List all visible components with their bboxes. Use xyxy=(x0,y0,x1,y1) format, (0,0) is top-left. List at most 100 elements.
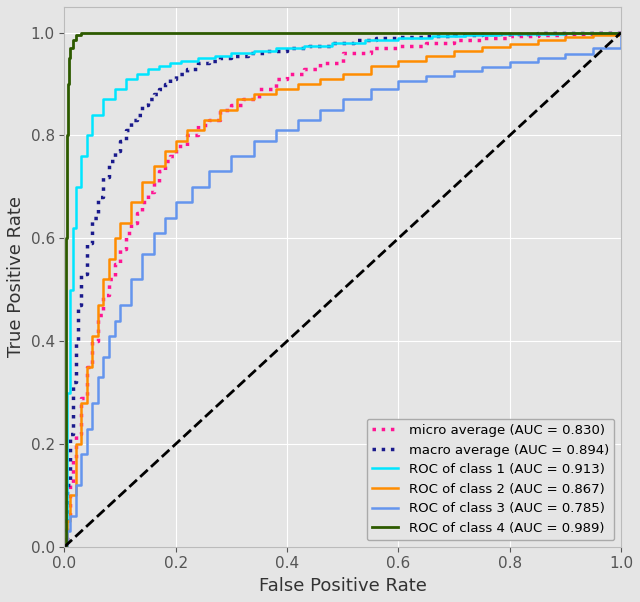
ROC of class 1 (AUC = 0.913) xyxy=(561,29,569,37)
ROC of class 3 (AUC = 0.785) xyxy=(88,399,96,406)
ROC of class 1 (AUC = 0.913) xyxy=(61,543,68,550)
ROC of class 2 (AUC = 0.867) xyxy=(161,147,168,155)
micro average (AUC = 0.830) xyxy=(284,70,291,78)
micro average (AUC = 0.830) xyxy=(478,34,486,42)
macro average (AUC = 0.894) xyxy=(422,32,430,39)
ROC of class 1 (AUC = 0.913) xyxy=(122,75,129,82)
ROC of class 2 (AUC = 0.867) xyxy=(83,363,91,370)
ROC of class 2 (AUC = 0.867) xyxy=(317,75,324,82)
macro average (AUC = 0.894) xyxy=(144,96,152,103)
ROC of class 4 (AUC = 0.989) xyxy=(63,132,70,139)
ROC of class 3 (AUC = 0.785) xyxy=(138,250,146,257)
ROC of class 1 (AUC = 0.913) xyxy=(617,29,625,36)
micro average (AUC = 0.830) xyxy=(561,30,569,37)
ROC of class 3 (AUC = 0.785) xyxy=(272,127,280,134)
ROC of class 4 (AUC = 0.989) xyxy=(228,29,236,36)
Line: ROC of class 3 (AUC = 0.785): ROC of class 3 (AUC = 0.785) xyxy=(65,33,621,547)
macro average (AUC = 0.894) xyxy=(284,45,291,52)
ROC of class 1 (AUC = 0.913) xyxy=(63,389,71,396)
ROC of class 2 (AUC = 0.867) xyxy=(422,52,430,60)
ROC of class 4 (AUC = 0.989) xyxy=(339,29,347,36)
micro average (AUC = 0.830) xyxy=(156,168,163,175)
ROC of class 3 (AUC = 0.785) xyxy=(172,199,180,206)
ROC of class 1 (AUC = 0.913) xyxy=(83,132,91,139)
ROC of class 2 (AUC = 0.867) xyxy=(100,276,108,283)
ROC of class 2 (AUC = 0.867) xyxy=(294,81,302,88)
ROC of class 4 (AUC = 0.989) xyxy=(172,29,180,36)
Line: macro average (AUC = 0.894): macro average (AUC = 0.894) xyxy=(65,33,621,547)
micro average (AUC = 0.830) xyxy=(194,122,202,129)
micro average (AUC = 0.830) xyxy=(166,152,174,160)
ROC of class 1 (AUC = 0.913) xyxy=(461,32,469,39)
micro average (AUC = 0.830) xyxy=(317,60,324,67)
ROC of class 2 (AUC = 0.867) xyxy=(450,47,458,54)
micro average (AUC = 0.830) xyxy=(61,543,68,550)
macro average (AUC = 0.894) xyxy=(133,111,141,119)
micro average (AUC = 0.830) xyxy=(450,37,458,44)
ROC of class 2 (AUC = 0.867) xyxy=(478,43,486,51)
micro average (AUC = 0.830) xyxy=(83,363,91,370)
macro average (AUC = 0.894) xyxy=(561,29,569,37)
micro average (AUC = 0.830) xyxy=(228,101,236,108)
micro average (AUC = 0.830) xyxy=(205,116,213,123)
ROC of class 3 (AUC = 0.785) xyxy=(205,168,213,175)
macro average (AUC = 0.894) xyxy=(617,29,625,36)
ROC of class 2 (AUC = 0.867) xyxy=(183,127,191,134)
ROC of class 1 (AUC = 0.913) xyxy=(250,47,257,54)
ROC of class 3 (AUC = 0.785) xyxy=(100,353,108,360)
micro average (AUC = 0.830) xyxy=(88,338,96,345)
macro average (AUC = 0.894) xyxy=(100,173,108,180)
ROC of class 2 (AUC = 0.867) xyxy=(88,332,96,340)
ROC of class 2 (AUC = 0.867) xyxy=(94,302,102,309)
ROC of class 1 (AUC = 0.913) xyxy=(272,45,280,52)
ROC of class 1 (AUC = 0.913) xyxy=(156,63,163,70)
ROC of class 3 (AUC = 0.785) xyxy=(150,229,157,237)
ROC of class 3 (AUC = 0.785) xyxy=(617,29,625,36)
macro average (AUC = 0.894) xyxy=(72,338,79,345)
micro average (AUC = 0.830) xyxy=(105,276,113,283)
ROC of class 4 (AUC = 0.989) xyxy=(88,29,96,36)
ROC of class 3 (AUC = 0.785) xyxy=(589,45,597,52)
macro average (AUC = 0.894) xyxy=(205,57,213,64)
micro average (AUC = 0.830) xyxy=(69,456,77,463)
ROC of class 1 (AUC = 0.913) xyxy=(177,57,185,64)
ROC of class 1 (AUC = 0.913) xyxy=(194,55,202,62)
micro average (AUC = 0.830) xyxy=(63,512,71,520)
micro average (AUC = 0.830) xyxy=(183,132,191,139)
micro average (AUC = 0.830) xyxy=(100,291,108,299)
ROC of class 2 (AUC = 0.867) xyxy=(138,178,146,185)
micro average (AUC = 0.830) xyxy=(72,430,79,437)
macro average (AUC = 0.894) xyxy=(478,31,486,38)
macro average (AUC = 0.894) xyxy=(305,42,313,49)
ROC of class 1 (AUC = 0.913) xyxy=(166,60,174,67)
macro average (AUC = 0.894) xyxy=(116,137,124,144)
ROC of class 3 (AUC = 0.785) xyxy=(63,528,71,535)
ROC of class 1 (AUC = 0.913) xyxy=(495,31,502,38)
ROC of class 4 (AUC = 0.989) xyxy=(64,81,72,88)
ROC of class 2 (AUC = 0.867) xyxy=(617,29,625,36)
micro average (AUC = 0.830) xyxy=(589,29,597,37)
ROC of class 3 (AUC = 0.785) xyxy=(127,276,135,283)
ROC of class 2 (AUC = 0.867) xyxy=(127,199,135,206)
micro average (AUC = 0.830) xyxy=(394,42,402,49)
ROC of class 1 (AUC = 0.913) xyxy=(72,183,79,190)
Y-axis label: True Positive Rate: True Positive Rate xyxy=(7,196,25,358)
ROC of class 1 (AUC = 0.913) xyxy=(394,34,402,42)
micro average (AUC = 0.830) xyxy=(77,394,85,402)
micro average (AUC = 0.830) xyxy=(144,188,152,196)
micro average (AUC = 0.830) xyxy=(122,229,129,237)
ROC of class 4 (AUC = 0.989) xyxy=(69,37,77,44)
macro average (AUC = 0.894) xyxy=(372,34,380,42)
ROC of class 2 (AUC = 0.867) xyxy=(116,219,124,226)
micro average (AUC = 0.830) xyxy=(339,49,347,57)
ROC of class 2 (AUC = 0.867) xyxy=(250,91,257,98)
macro average (AUC = 0.894) xyxy=(450,31,458,39)
micro average (AUC = 0.830) xyxy=(138,199,146,206)
ROC of class 3 (AUC = 0.785) xyxy=(61,543,68,550)
ROC of class 4 (AUC = 0.989) xyxy=(61,235,69,242)
ROC of class 3 (AUC = 0.785) xyxy=(478,63,486,70)
ROC of class 1 (AUC = 0.913) xyxy=(66,286,74,293)
ROC of class 4 (AUC = 0.989) xyxy=(506,29,513,36)
ROC of class 2 (AUC = 0.867) xyxy=(105,255,113,262)
ROC of class 3 (AUC = 0.785) xyxy=(561,51,569,58)
